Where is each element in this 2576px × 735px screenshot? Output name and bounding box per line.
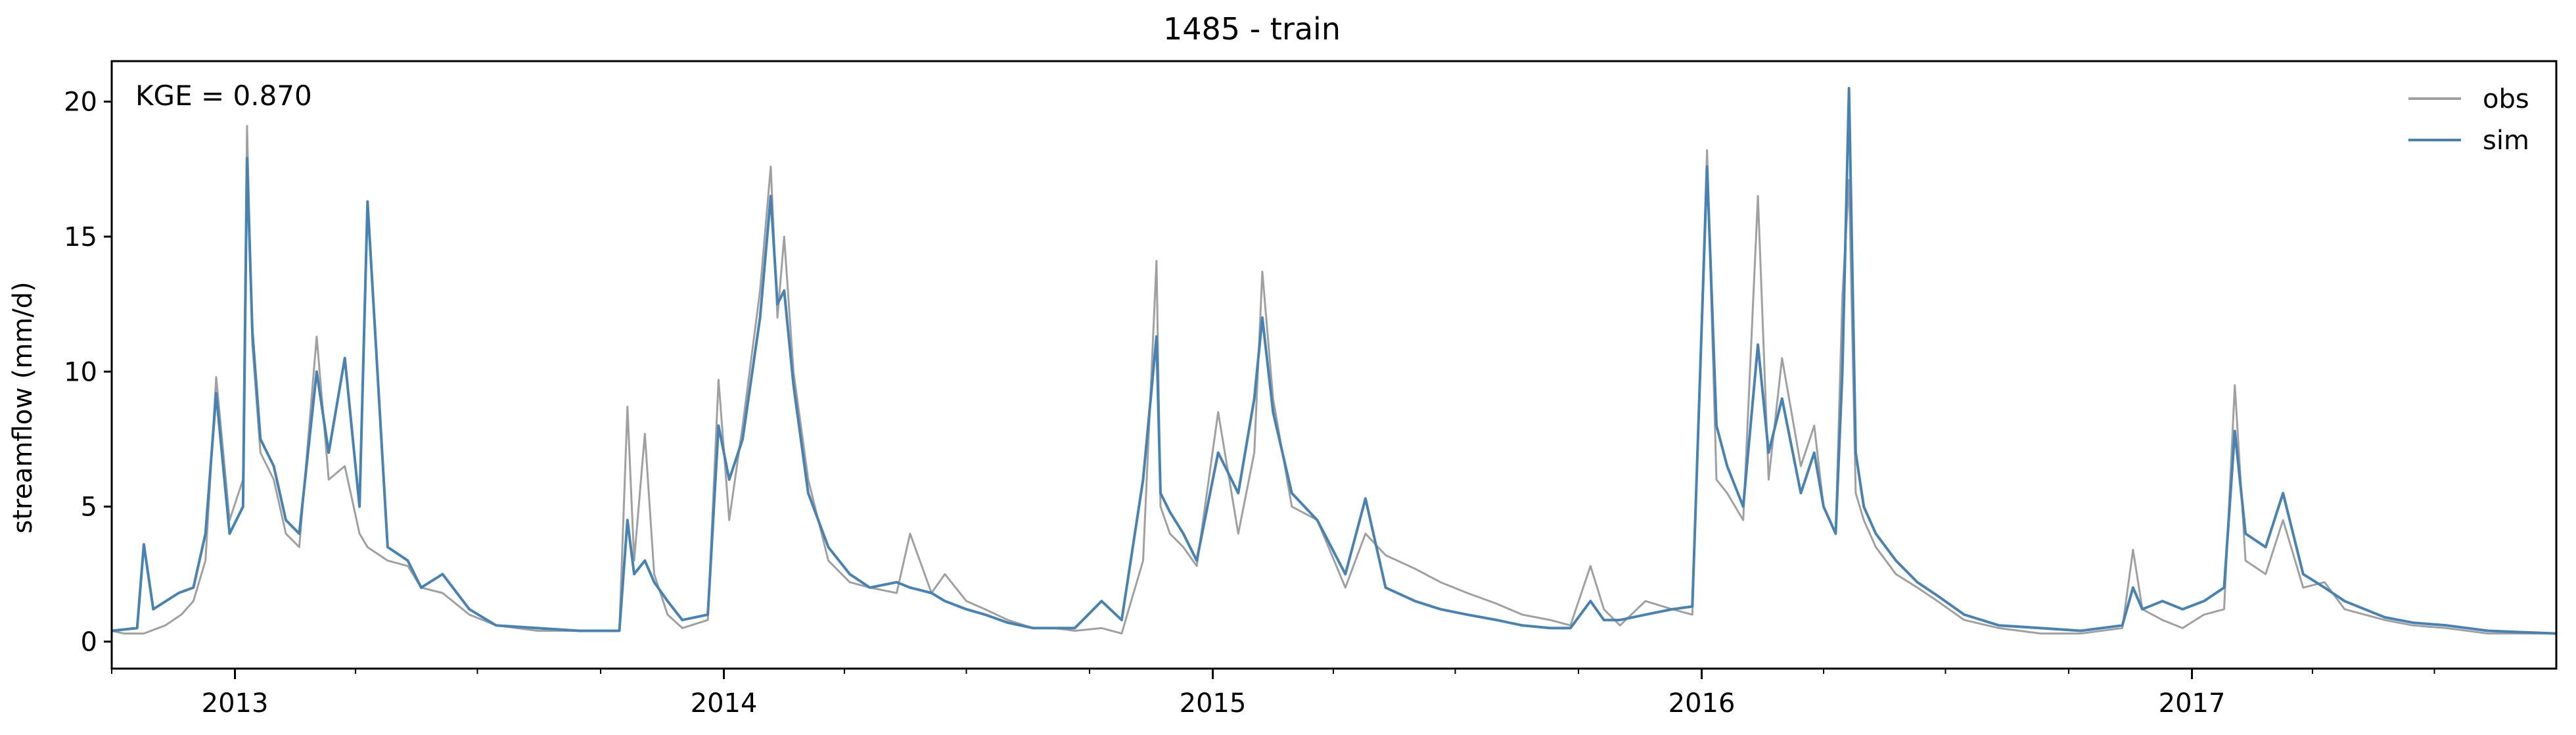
y-axis-label: streamflow (mm/d) bbox=[8, 281, 38, 533]
y-tick-label: 15 bbox=[64, 222, 97, 252]
y-tick-label: 10 bbox=[64, 357, 97, 387]
plot-area bbox=[111, 87, 2557, 635]
x-tick-label: 2013 bbox=[202, 688, 269, 719]
series-line-obs bbox=[111, 125, 2556, 635]
y-tick-label: 20 bbox=[64, 87, 97, 118]
y-tick-label: 5 bbox=[81, 492, 97, 523]
legend: obs sim bbox=[2408, 84, 2529, 156]
x-tick-label: 2015 bbox=[1180, 688, 1247, 719]
x-tick-label: 2017 bbox=[2159, 688, 2226, 719]
plot-frame bbox=[110, 60, 2558, 670]
kge-annotation: KGE = 0.870 bbox=[135, 80, 312, 112]
series-line-sim bbox=[111, 87, 2557, 635]
legend-obs-label: obs bbox=[2483, 84, 2529, 114]
y-tick-label: 0 bbox=[81, 627, 97, 657]
chart-title: 1485 - train bbox=[1163, 11, 1341, 47]
x-tick-label: 2016 bbox=[1668, 688, 1736, 719]
legend-sim-label: sim bbox=[2483, 126, 2529, 156]
x-tick-label: 2014 bbox=[691, 688, 758, 719]
